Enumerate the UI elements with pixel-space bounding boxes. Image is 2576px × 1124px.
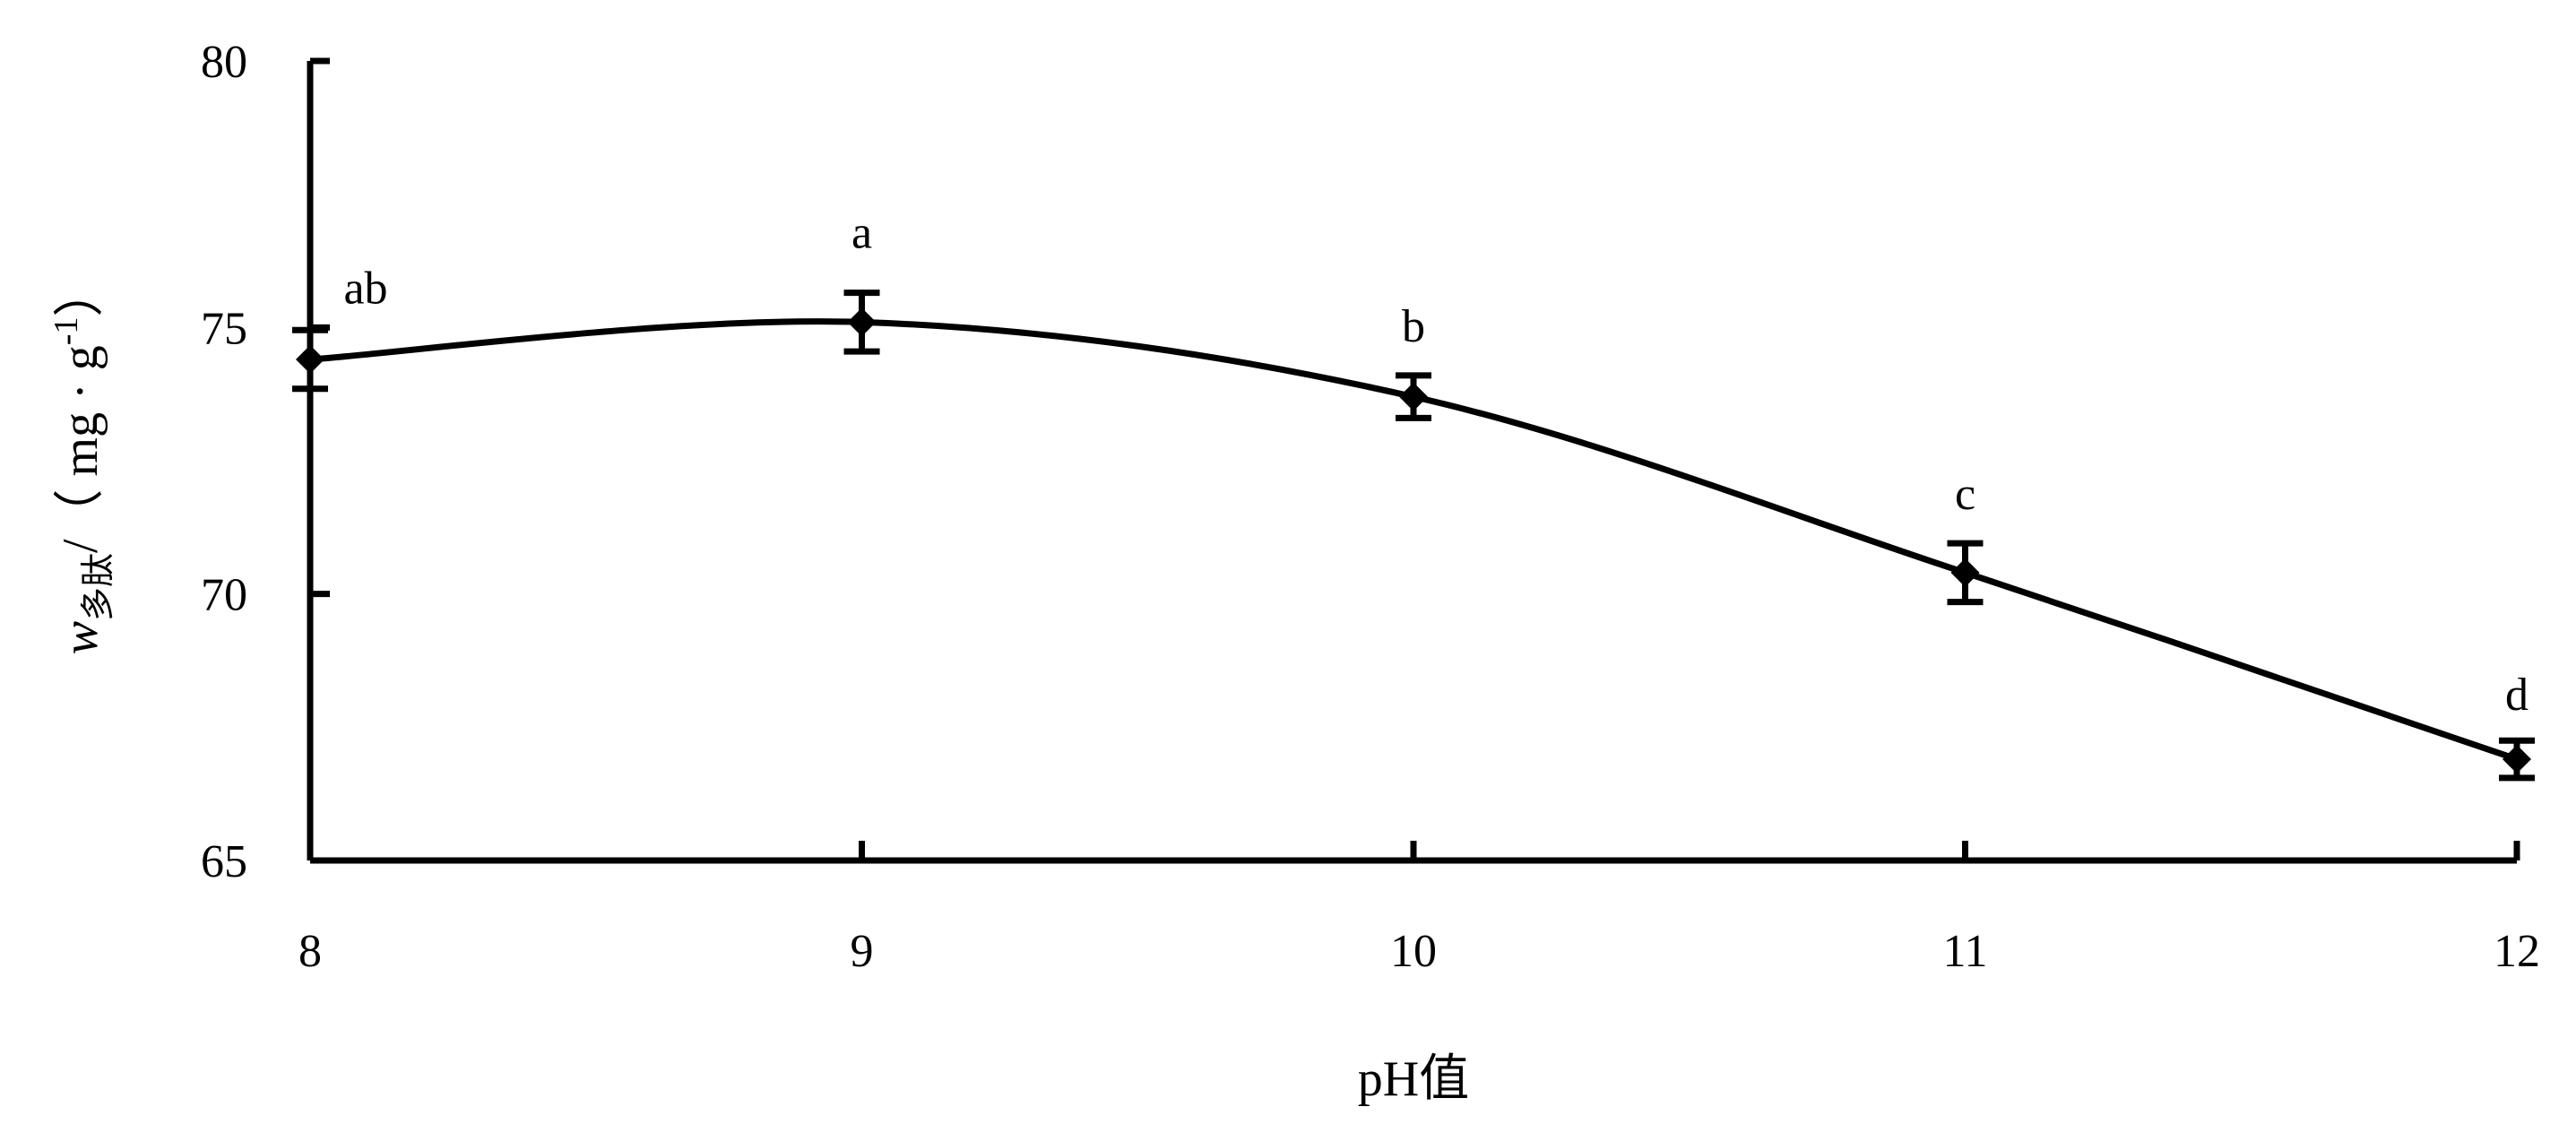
y-ticks: 65 70 75 80: [201, 37, 330, 887]
markers: [296, 307, 2531, 774]
y-axis-title-unit: /（ mg · g: [53, 345, 108, 553]
point-label: b: [1402, 301, 1425, 352]
x-ticks: 8 9 10 11 12: [298, 841, 2540, 977]
y-axis-title-subscript: 多肽: [80, 553, 117, 621]
x-tick-label: 10: [1390, 926, 1437, 977]
data-point: [1950, 558, 1980, 587]
x-axis-title: pH值: [1358, 1051, 1469, 1107]
point-label: a: [851, 208, 872, 259]
y-axis-title-superscript: -1: [48, 317, 85, 346]
y-axis-title-prefix: w: [53, 621, 108, 654]
y-tick-label: 80: [201, 37, 247, 88]
point-label: ab: [343, 263, 387, 314]
y-tick-label: 65: [201, 836, 247, 887]
error-bars: [292, 290, 2535, 782]
y-tick-label: 70: [201, 570, 247, 621]
x-tick-label: 12: [2494, 926, 2540, 977]
x-tick-label: 8: [298, 926, 322, 977]
data-point: [296, 345, 324, 375]
data-point: [847, 307, 877, 337]
x-tick-label: 9: [851, 926, 874, 977]
data-point: [2503, 745, 2531, 774]
point-label: d: [2505, 670, 2528, 721]
y-tick-label: 75: [201, 303, 247, 354]
y-axis-title: w多肽/（ mg · g-1）: [48, 267, 117, 655]
point-label: c: [1955, 469, 1975, 520]
x-tick-label: 11: [1942, 926, 1987, 977]
y-axis-title-close: ）: [53, 267, 108, 317]
data-point: [1399, 382, 1428, 411]
